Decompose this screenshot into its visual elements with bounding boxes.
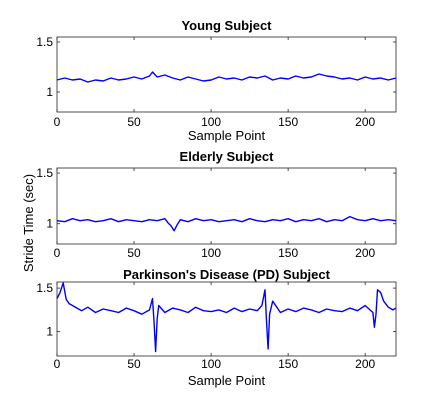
x-tick-label: 50 xyxy=(127,115,141,129)
x-tick-label: 150 xyxy=(278,357,298,371)
series-line-1 xyxy=(56,282,397,353)
plot-area xyxy=(56,167,397,245)
y-tick-label: 1.5 xyxy=(36,166,53,180)
x-tick-label: 200 xyxy=(355,246,375,260)
x-tick-label: 0 xyxy=(54,115,61,129)
y-tick-label: 1 xyxy=(46,217,53,231)
x-tick-label: 200 xyxy=(355,115,375,129)
y-tick-label: 1.5 xyxy=(36,35,53,49)
chart-title: Parkinson's Disease (PD) Subject xyxy=(123,267,331,282)
shared-y-axis-label: Stride Time (sec) xyxy=(21,174,36,272)
chart-panel-2: Elderly Subject 0 50 100 150 200 1 1.5 xyxy=(36,149,397,260)
x-axis-label: Sample Point xyxy=(188,128,266,143)
plot-area xyxy=(56,281,397,357)
series-line-1 xyxy=(56,215,397,232)
x-tick-label: 100 xyxy=(201,115,221,129)
x-tick-label: 50 xyxy=(127,246,141,260)
y-tick-label: 1.5 xyxy=(36,281,53,295)
x-tick-label: 200 xyxy=(355,357,375,371)
y-tick-label: 1 xyxy=(46,325,53,339)
series-line-1 xyxy=(56,71,397,83)
x-tick-label: 0 xyxy=(54,246,61,260)
chart-panel-3: Parkinson's Disease (PD) Subject 0 50 100 15… xyxy=(36,267,397,388)
x-axis-label: Sample Point xyxy=(188,373,266,388)
x-tick-label: 0 xyxy=(54,357,61,371)
y-tick-label: 1 xyxy=(46,85,53,99)
x-tick-label: 150 xyxy=(278,115,298,129)
x-tick-label: 150 xyxy=(278,246,298,260)
x-tick-label: 100 xyxy=(201,357,221,371)
chart-title: Young Subject xyxy=(181,18,272,33)
x-tick-label: 100 xyxy=(201,246,221,260)
x-tick-label: 50 xyxy=(127,357,141,371)
chart-title: Elderly Subject xyxy=(180,149,275,164)
plot-area xyxy=(56,36,397,113)
chart-panel-1: Young Subject 0 50 100 150 200 1 1.5 Sample Poin… xyxy=(36,18,397,143)
